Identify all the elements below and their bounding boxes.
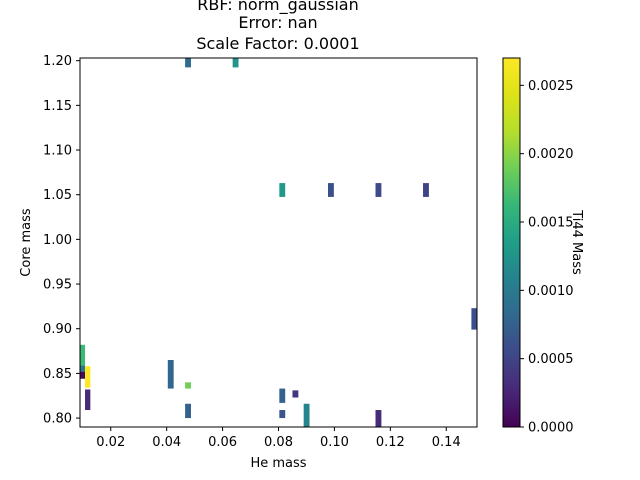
x-tick-label: 0.04: [152, 435, 181, 450]
heatmap-cell: [327, 183, 334, 197]
heatmap-cells: [80, 58, 477, 427]
heatmap-cell: [185, 58, 191, 68]
colorbar-tick-label: 0.0020: [528, 147, 574, 162]
colorbar-gradient: [502, 57, 521, 428]
heatmap-cell: [80, 371, 86, 379]
y-tick-label: 1.10: [43, 144, 72, 159]
x-tick-label: 0.14: [432, 435, 461, 450]
heatmap-cell: [375, 183, 382, 197]
x-tick-label: 0.08: [264, 435, 293, 450]
y-axis-ticks: 0.80 0.85 0.90 0.95 1.00 1.05 1.10 1.15 1.20: [43, 54, 80, 427]
colorbar-tick-label: 0.0000: [528, 421, 574, 436]
x-tick-label: 0.12: [376, 435, 405, 450]
heatmap-cell: [375, 410, 382, 427]
x-axis-ticks: 0.02 0.04 0.06 0.08 0.10 0.12 0.14: [96, 427, 461, 450]
x-tick-label: 0.06: [208, 435, 237, 450]
x-tick-label: 0.10: [320, 435, 349, 450]
colorbar: 0.0000 0.0005 0.0010 0.0015 0.0020 0.0025 Ti4…: [502, 57, 584, 436]
colorbar-tick-label: 0.0025: [528, 79, 574, 94]
heatmap-cell: [80, 344, 86, 366]
colorbar-tick-label: 0.0005: [528, 352, 574, 367]
heatmap-cell: [423, 183, 429, 197]
heatmap-cell: [232, 58, 239, 68]
chart-title: RBF: norm_gaussian Error: nan Scale Fact…: [196, 0, 359, 53]
heatmap-cell: [279, 410, 286, 419]
colorbar-ticks: 0.0000 0.0005 0.0010 0.0015 0.0020 0.0025: [520, 79, 574, 436]
y-tick-label: 0.90: [43, 322, 72, 337]
heatmap-cell: [292, 390, 299, 398]
title-line-3: Scale Factor: 0.0001: [196, 34, 359, 53]
y-tick-label: 1.15: [43, 99, 72, 114]
plot-frame: [79, 57, 478, 428]
y-axis-label: Core mass: [19, 208, 34, 277]
heatmap-cell: [85, 366, 91, 388]
y-tick-label: 0.80: [43, 412, 72, 427]
x-tick-label: 0.02: [96, 435, 125, 450]
heatmap-cell: [279, 183, 286, 197]
y-tick-label: 1.20: [43, 54, 72, 69]
heatmap-cell: [185, 382, 191, 389]
y-tick-label: 1.05: [43, 188, 72, 203]
heatmap-cell: [80, 365, 86, 372]
heatmap-cell: [471, 308, 477, 330]
y-tick-label: 1.00: [43, 233, 72, 248]
colorbar-label: Ti44 Mass: [569, 209, 584, 275]
title-line-2: Error: nan: [238, 13, 317, 32]
heatmap-cell: [167, 359, 174, 389]
heatmap-cell: [279, 388, 286, 403]
x-axis-label: He mass: [250, 456, 306, 471]
heatmap-cell: [303, 403, 310, 427]
y-tick-label: 0.95: [43, 278, 72, 293]
y-tick-label: 0.85: [43, 367, 72, 382]
heatmap-cell: [85, 389, 91, 411]
colorbar-tick-label: 0.0015: [528, 216, 574, 231]
heatmap-cell: [185, 403, 191, 419]
colorbar-tick-label: 0.0010: [528, 284, 574, 299]
title-line-1: RBF: norm_gaussian: [197, 0, 359, 15]
